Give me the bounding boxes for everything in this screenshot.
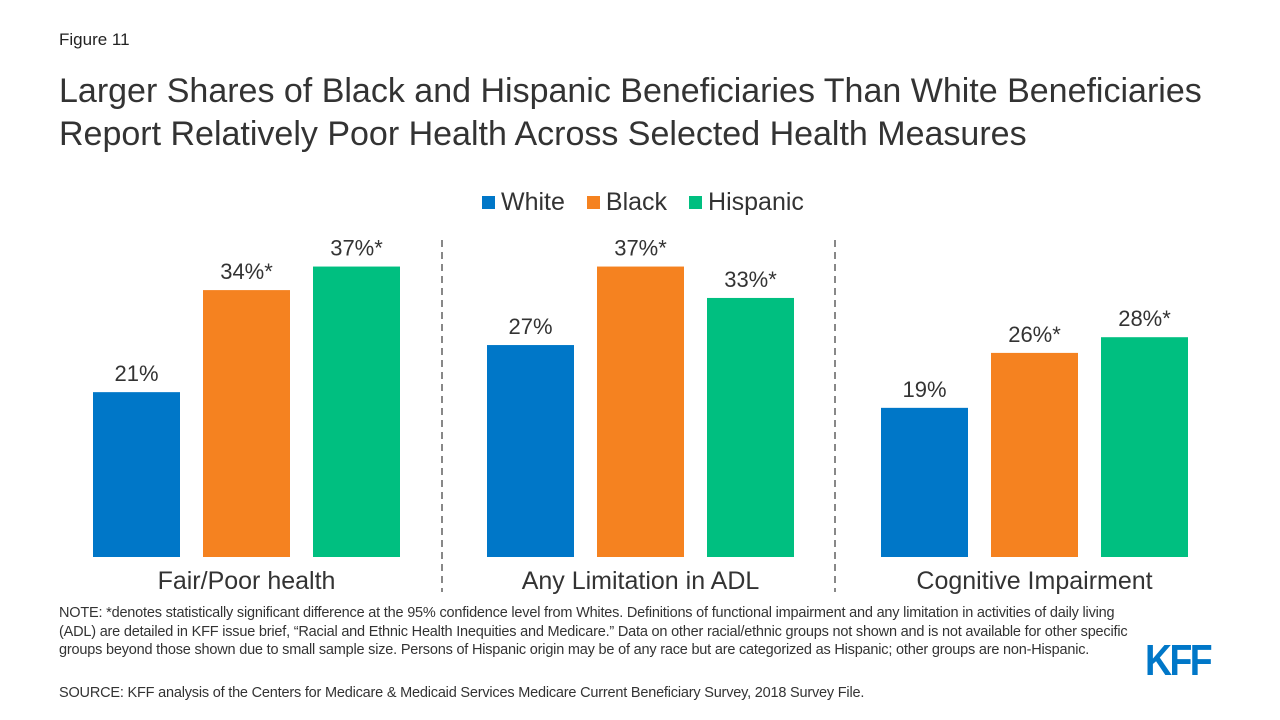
legend-label: Black: [605, 188, 668, 216]
legend: White Black Hispanic: [482, 188, 804, 217]
legend-item-black: Black: [586, 188, 668, 217]
data-label: 34%*: [220, 259, 273, 284]
bar-white: [93, 392, 180, 557]
bar-black: [203, 290, 290, 557]
bar-hispanic: [313, 266, 400, 557]
data-label: 19%: [902, 377, 946, 402]
legend-item-white: White: [482, 188, 565, 217]
data-label: 21%: [114, 361, 158, 386]
chart-title: Larger Shares of Black and Hispanic Bene…: [59, 72, 1202, 153]
data-label: 26%*: [1008, 322, 1061, 347]
legend-swatch-white: [482, 196, 495, 209]
data-label: 33%*: [724, 267, 777, 292]
legend-label: Hispanic: [708, 188, 804, 216]
category-label: Fair/Poor health: [158, 567, 336, 595]
legend-swatch-hispanic: [689, 196, 703, 209]
legend-swatch-black: [586, 196, 600, 209]
data-label: 37%*: [614, 236, 667, 261]
data-label: 27%: [508, 314, 552, 339]
category-label: Cognitive Impairment: [916, 567, 1152, 595]
kff-logo: KFF: [1145, 636, 1213, 685]
legend-label: White: [501, 188, 565, 216]
data-label: 37%*: [330, 236, 383, 261]
bar-hispanic: [1101, 337, 1188, 557]
category-label: Any Limitation in ADL: [522, 567, 760, 595]
note-text: NOTE: *denotes statistically significant…: [59, 605, 1128, 658]
legend-item-hispanic: Hispanic: [689, 188, 804, 217]
figure-label: Figure 11: [59, 30, 130, 49]
bar-black: [597, 266, 684, 557]
bar-white: [487, 345, 574, 557]
bar-black: [991, 352, 1078, 557]
source-text: SOURCE: KFF analysis of the Centers for …: [59, 685, 865, 701]
data-label: 28%*: [1118, 306, 1171, 331]
bar-white: [881, 407, 968, 557]
bar-hispanic: [707, 297, 794, 557]
